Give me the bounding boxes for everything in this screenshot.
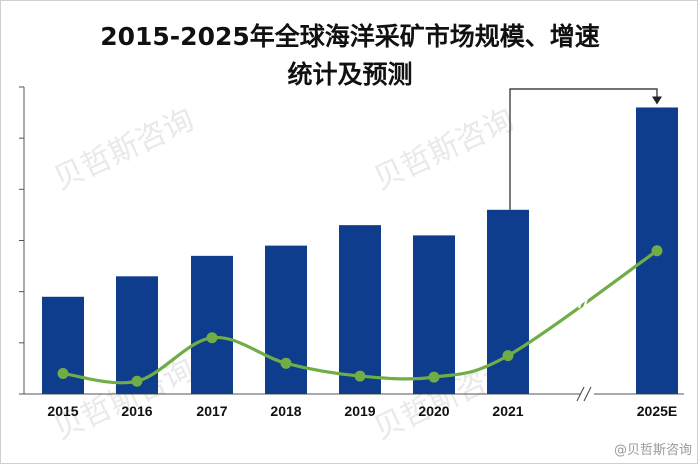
x-tick-label: 2015 — [47, 403, 78, 419]
x-tick-label: 2018 — [270, 403, 301, 419]
bar — [42, 296, 84, 394]
line-series — [62, 249, 658, 385]
x-tick-label: 2017 — [196, 403, 227, 419]
line-point — [502, 350, 514, 362]
bar — [191, 255, 233, 394]
annotation-arrow — [509, 88, 658, 210]
line-break-mark — [578, 291, 585, 309]
x-tick-label: 2019 — [344, 403, 375, 419]
line-point — [280, 357, 292, 369]
bar — [487, 209, 529, 394]
x-tick-label: 2025E — [637, 403, 677, 419]
line-point — [428, 371, 440, 383]
x-tick-label: 2021 — [492, 403, 523, 419]
bar — [265, 245, 307, 394]
line-point — [206, 332, 218, 344]
bar — [413, 235, 455, 394]
line-point — [131, 375, 143, 387]
bar — [339, 225, 381, 394]
chart-title: 2015-2025年全球海洋采矿市场规模、增速统计及预测 — [100, 22, 600, 89]
x-tick-label: 2016 — [121, 403, 152, 419]
x-tick-label: 2020 — [418, 403, 449, 419]
watermark-text: 贝哲斯咨询 — [49, 102, 200, 197]
axis-break-mark — [576, 386, 585, 402]
line-break-mark — [583, 291, 590, 309]
line-point — [651, 245, 663, 257]
annotation-arrowhead — [652, 96, 662, 105]
line-point — [57, 368, 69, 380]
line-point — [354, 370, 366, 382]
watermark-credit: @贝哲斯咨询 — [613, 443, 692, 458]
watermark-text: 贝哲斯咨询 — [369, 102, 520, 197]
axis-break-mark — [583, 386, 592, 402]
